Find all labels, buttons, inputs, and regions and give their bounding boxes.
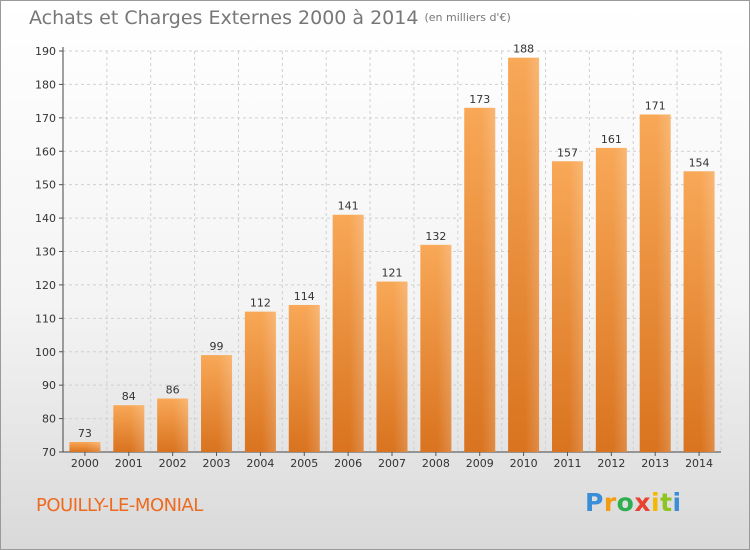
x-tick-label: 2005	[290, 457, 318, 470]
y-tick-label: 70	[42, 446, 56, 459]
bar-shine-2006	[349, 214, 364, 452]
bar-shine-2003	[218, 355, 233, 452]
y-tick-label: 120	[35, 279, 56, 292]
x-tick-label: 2000	[71, 457, 99, 470]
bar-value-label: 171	[645, 99, 666, 112]
bar-value-label: 154	[689, 156, 710, 169]
y-tick-label: 150	[35, 179, 56, 192]
bar-value-label: 188	[513, 43, 534, 56]
x-tick-label: 2003	[203, 457, 231, 470]
bar-value-label: 86	[166, 384, 180, 397]
bar-shine-2002	[174, 398, 189, 452]
y-tick-label: 100	[35, 346, 56, 359]
bar-value-label: 161	[601, 133, 622, 146]
bar-value-label: 112	[250, 297, 271, 310]
bar-value-label: 114	[294, 290, 315, 303]
labels: 70 80 90 100 110 120 130 140 150 160 170 180 190 73 20…	[35, 43, 713, 470]
x-tick-label: 2001	[115, 457, 143, 470]
bar-shine-2011	[569, 161, 583, 452]
chart-unit: (en milliers d'€)	[424, 11, 511, 24]
bar-value-label: 73	[78, 427, 92, 440]
x-tick-label: 2006	[334, 457, 362, 470]
y-tick-label: 190	[35, 45, 56, 58]
bars	[69, 57, 715, 453]
bar-shine-2008	[437, 244, 452, 452]
bar-value-label: 173	[469, 93, 490, 106]
bar-shine-2001	[130, 405, 145, 452]
y-tick-label: 80	[42, 413, 56, 426]
x-tick-label: 2009	[466, 457, 494, 470]
bar-value-label: 84	[122, 390, 136, 403]
bar-shine-2000	[86, 441, 101, 452]
commune-name: POUILLY-LE-MONIAL	[36, 495, 203, 516]
bar-shine-2005	[305, 304, 320, 452]
proxiti-logo[interactable]: Proxiti	[585, 488, 682, 517]
bar-shine-2004	[261, 311, 276, 452]
x-tick-label: 2012	[597, 457, 625, 470]
x-tick-label: 2008	[422, 457, 450, 470]
y-tick-label: 90	[42, 379, 56, 392]
x-tick-label: 2011	[553, 457, 581, 470]
bar-shine-2013	[656, 114, 671, 452]
bar-shine-2010	[525, 57, 540, 452]
x-tick-label: 2007	[378, 457, 406, 470]
bar-value-label: 132	[425, 230, 446, 243]
y-tick-label: 140	[35, 212, 56, 225]
y-tick-label: 160	[35, 145, 56, 158]
bar-value-label: 121	[382, 267, 403, 280]
x-tick-label: 2014	[685, 457, 713, 470]
x-tick-label: 2004	[246, 457, 274, 470]
x-tick-label: 2013	[641, 457, 669, 470]
bar-value-label: 99	[210, 340, 224, 353]
bar-shine-2014	[700, 171, 715, 453]
bar-shine-2009	[481, 107, 496, 452]
bar-2000	[69, 441, 101, 452]
bar-value-label: 141	[338, 200, 359, 213]
bar-shine-2012	[612, 147, 627, 453]
y-tick-label: 110	[35, 312, 56, 325]
x-tick-label: 2010	[510, 457, 538, 470]
y-tick-label: 130	[35, 246, 56, 259]
bar-shine-2007	[393, 281, 408, 452]
y-tick-label: 170	[35, 112, 56, 125]
bar-value-label: 157	[557, 146, 578, 159]
chart-title: Achats et Charges Externes 2000 à 2014 (e…	[29, 7, 511, 29]
x-tick-label: 2002	[159, 457, 187, 470]
y-tick-label: 180	[35, 78, 56, 91]
